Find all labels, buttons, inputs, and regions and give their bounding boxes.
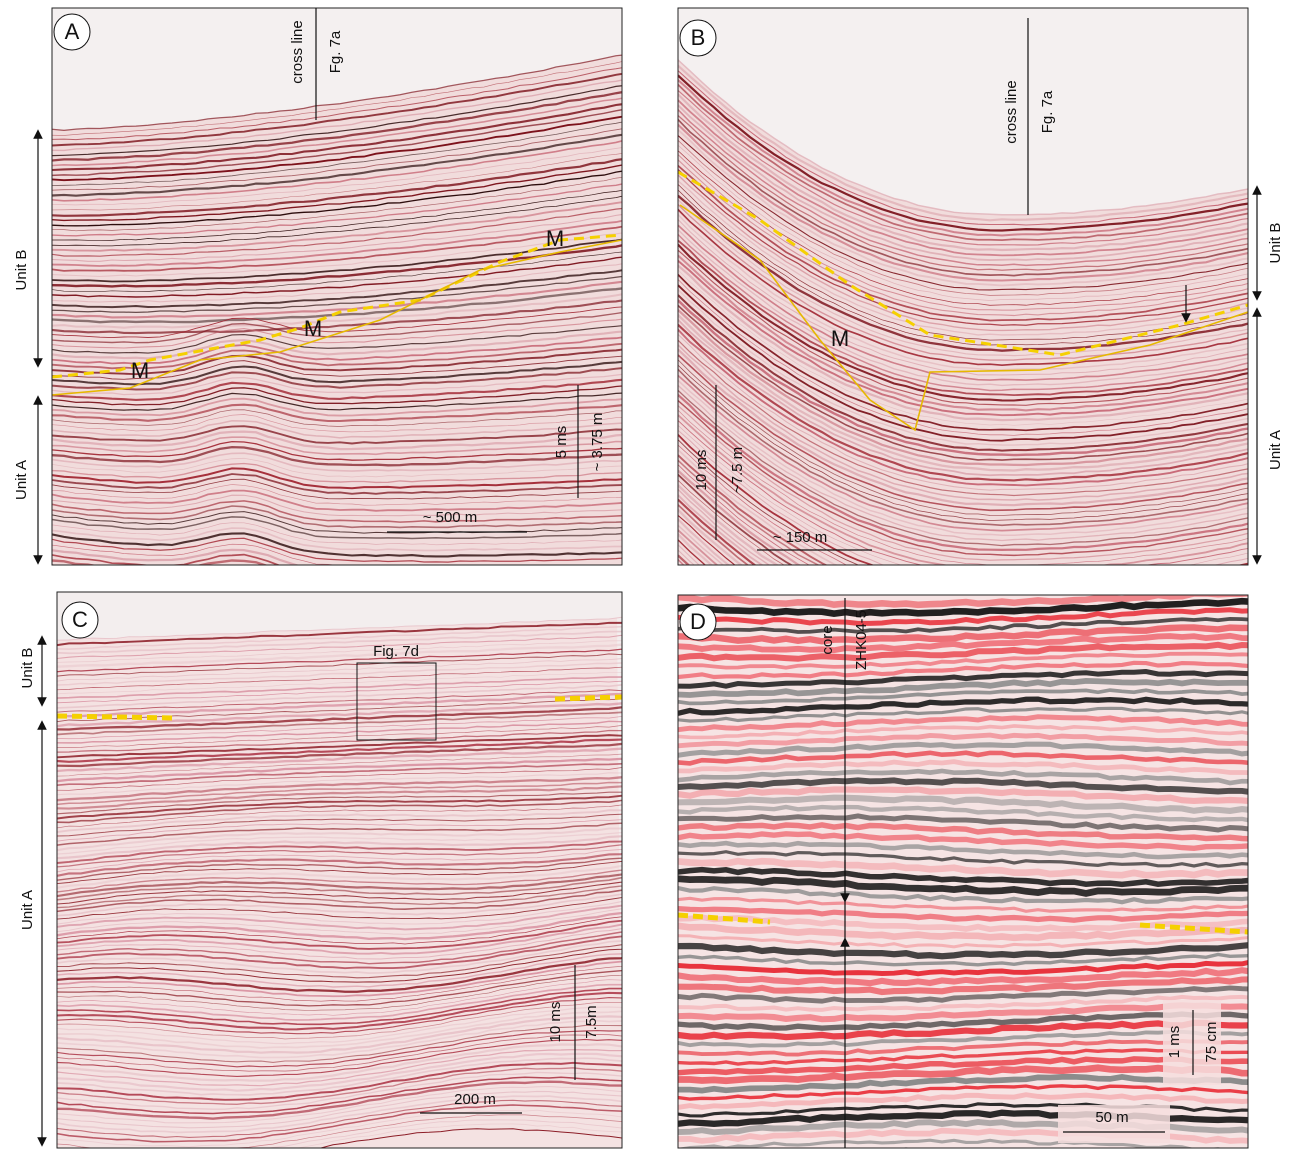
- annotation: ZHK04-5: [853, 610, 870, 670]
- scale-label: 1 ms: [1166, 1026, 1183, 1059]
- annotation: cross line: [1003, 80, 1020, 143]
- annotation: core: [819, 625, 836, 654]
- marker-label: M: [831, 326, 849, 351]
- unit-label: Unit B: [19, 648, 36, 689]
- unit-label: Unit A: [13, 460, 30, 500]
- annotation: Fg. 7a: [1039, 90, 1056, 133]
- marker-label: M: [131, 358, 149, 383]
- annotation: Fg. 7a: [327, 30, 344, 73]
- panel-label: A: [65, 19, 80, 44]
- unit-label: Unit A: [19, 890, 36, 930]
- scale-label: ~ 500 m: [423, 509, 478, 526]
- unit-label: Unit B: [13, 250, 30, 291]
- panel-label: D: [690, 609, 706, 634]
- scale-label: ~ 150 m: [773, 529, 828, 546]
- scale-label: 50 m: [1095, 1109, 1128, 1126]
- seismic-layers: [52, 8, 1254, 1150]
- scale-label: 10 ms: [693, 450, 710, 491]
- scale-label: 7.5m: [583, 1005, 600, 1038]
- scale-label: ~ 3.75 m: [589, 413, 606, 472]
- annotation: cross line: [289, 20, 306, 83]
- scale-label: 200 m: [454, 1091, 496, 1108]
- panel-label: C: [72, 607, 88, 632]
- unit-label: Unit A: [1267, 430, 1284, 470]
- scale-label: ~7.5 m: [729, 447, 746, 493]
- scale-label: 10 ms: [547, 1002, 564, 1043]
- panel-label: B: [691, 25, 706, 50]
- annotation: Fig. 7d: [373, 643, 419, 660]
- scale-label: 75 cm: [1203, 1022, 1220, 1063]
- reflector: [52, 565, 628, 591]
- seismic-panel: [57, 592, 633, 1150]
- marker-label: M: [304, 316, 322, 341]
- scale-label: 5 ms: [553, 426, 570, 459]
- unit-label: Unit B: [1267, 223, 1284, 264]
- marker-label: M: [546, 226, 564, 251]
- figure: A cross line Fg. 7a Unit B Unit A M M M …: [0, 0, 1289, 1150]
